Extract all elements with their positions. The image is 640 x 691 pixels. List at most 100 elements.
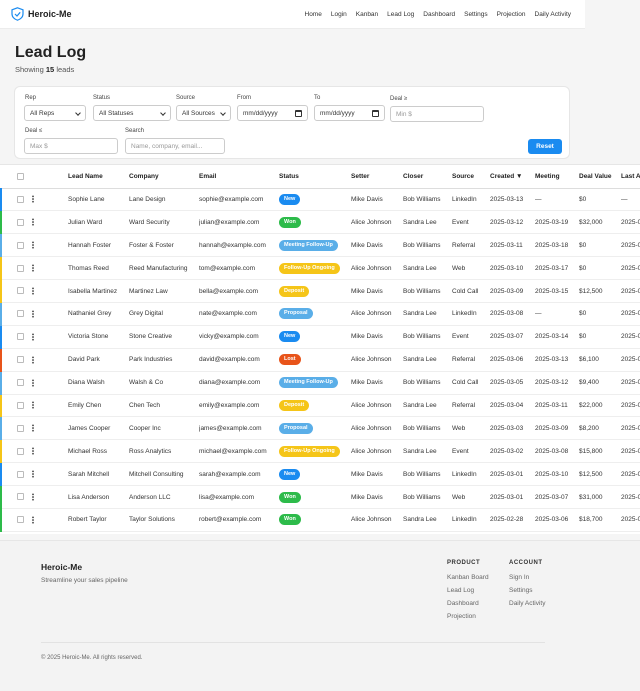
col-closer[interactable]: Closer <box>403 165 452 189</box>
to-date-input[interactable]: mm/dd/yyyy <box>314 105 385 121</box>
nav-projection[interactable]: Projection <box>496 11 526 18</box>
footer-link-dashboard[interactable]: Dashboard <box>447 600 479 607</box>
source-select[interactable]: All Sources <box>176 105 231 121</box>
calendar-icon[interactable] <box>295 110 302 117</box>
nav-login[interactable]: Login <box>330 11 347 18</box>
row-checkbox[interactable] <box>17 470 24 478</box>
select-all-checkbox[interactable] <box>17 172 24 180</box>
nav-kanban[interactable]: Kanban <box>355 11 379 18</box>
more-vertical-icon[interactable] <box>32 287 34 295</box>
nav-dashboard[interactable]: Dashboard <box>423 11 456 18</box>
row-checkbox[interactable] <box>17 264 24 272</box>
more-vertical-icon[interactable] <box>32 470 34 479</box>
row-checkbox[interactable] <box>17 378 24 386</box>
table-row[interactable]: Hannah Foster Foster & Foster hannah@examp… <box>0 233 640 258</box>
search-input[interactable]: Name, company, email... <box>125 138 225 154</box>
row-checkbox[interactable] <box>17 516 24 524</box>
table-row[interactable]: Michael Ross Ross Analytics michael@exampl… <box>0 439 640 464</box>
nav-settings[interactable]: Settings <box>464 11 488 18</box>
table-row[interactable]: David Park Park Industries david@example.c… <box>0 348 640 372</box>
footer-link-settings[interactable]: Settings <box>509 587 533 594</box>
more-vertical-icon[interactable] <box>32 195 34 204</box>
col-source[interactable]: Source <box>452 165 490 189</box>
status-badge[interactable]: Won <box>279 491 301 503</box>
row-checkbox[interactable] <box>17 241 24 249</box>
table-row[interactable]: James Cooper Cooper Inc james@example.com P… <box>0 416 640 441</box>
table-row[interactable]: Sarah Mitchell Mitchell Consulting sarah@e… <box>0 462 640 487</box>
more-vertical-icon[interactable] <box>32 355 34 364</box>
brand-logo[interactable]: Heroic-Me <box>11 7 72 21</box>
table-row[interactable]: Emily Chen Chen Tech emily@example.com Depo… <box>0 394 640 418</box>
status-badge[interactable]: Deposit <box>279 285 310 297</box>
row-checkbox[interactable] <box>17 401 24 409</box>
table-row[interactable]: Isabella Martinez Martinez Law bella@examp… <box>0 279 640 303</box>
row-checkbox[interactable] <box>17 447 24 455</box>
more-vertical-icon[interactable] <box>32 378 34 387</box>
row-checkbox[interactable] <box>17 195 24 203</box>
status-badge[interactable]: Lost <box>279 354 301 366</box>
col-status[interactable]: Status <box>279 165 351 189</box>
row-checkbox[interactable] <box>17 218 24 226</box>
status-badge[interactable]: Won <box>279 514 301 526</box>
status-badge[interactable]: Follow-Up Ongoing <box>279 262 340 274</box>
status-badge[interactable]: New <box>279 331 301 343</box>
more-vertical-icon[interactable] <box>32 401 34 410</box>
calendar-icon[interactable] <box>372 110 379 117</box>
cell-last-activity: 2025-0 <box>621 416 640 441</box>
footer-link-sign-in[interactable]: Sign In <box>509 574 530 581</box>
deal-min-input[interactable]: Min $ <box>390 106 484 122</box>
col-email[interactable]: Email <box>199 165 279 189</box>
row-checkbox[interactable] <box>17 424 24 432</box>
footer-link-kanban-board[interactable]: Kanban Board <box>447 574 489 581</box>
footer-link-lead-log[interactable]: Lead Log <box>447 587 475 594</box>
row-checkbox[interactable] <box>17 333 24 341</box>
status-badge[interactable]: Meeting Follow-Up <box>279 239 338 251</box>
footer-link-projection[interactable]: Projection <box>447 613 476 620</box>
col-lead-name[interactable]: Lead Name <box>68 165 129 189</box>
col-setter[interactable]: Setter <box>351 165 403 189</box>
more-vertical-icon[interactable] <box>32 309 34 318</box>
table-row[interactable]: Diana Walsh Walsh & Co diana@example.com Me… <box>0 371 640 395</box>
table-row[interactable]: Julian Ward Ward Security julian@example.c… <box>0 210 640 235</box>
table-row[interactable]: Thomas Reed Reed Manufacturing tom@example… <box>0 256 640 281</box>
footer-link-daily-activity[interactable]: Daily Activity <box>509 600 546 607</box>
status-badge[interactable]: Follow-Up Ongoing <box>279 445 340 457</box>
more-vertical-icon[interactable] <box>32 493 34 502</box>
nav-home[interactable]: Home <box>304 11 322 18</box>
table-row[interactable]: Sophie Lane Lane Design sophie@example.com… <box>0 188 640 212</box>
more-vertical-icon[interactable] <box>32 424 34 433</box>
col-last-activity[interactable]: Last Ac <box>621 165 640 189</box>
from-date-input[interactable]: mm/dd/yyyy <box>237 105 308 121</box>
status-badge[interactable]: Deposit <box>279 399 310 411</box>
status-badge[interactable]: New <box>279 468 301 480</box>
status-badge[interactable]: New <box>279 193 301 205</box>
row-checkbox[interactable] <box>17 310 24 318</box>
nav-lead-log[interactable]: Lead Log <box>387 11 415 18</box>
col-meeting[interactable]: Meeting <box>535 165 579 189</box>
row-checkbox[interactable] <box>17 493 24 501</box>
more-vertical-icon[interactable] <box>32 515 34 524</box>
col-created[interactable]: Created ▼ <box>490 165 535 189</box>
table-row[interactable]: Nathaniel Grey Grey Digital nate@example.c… <box>0 302 640 326</box>
more-vertical-icon[interactable] <box>32 332 34 341</box>
status-badge[interactable]: Proposal <box>279 308 313 320</box>
more-vertical-icon[interactable] <box>32 241 34 250</box>
status-badge[interactable]: Won <box>279 216 301 228</box>
col-deal-value[interactable]: Deal Value <box>579 165 621 189</box>
row-checkbox[interactable] <box>17 356 24 364</box>
table-row[interactable]: Robert Taylor Taylor Solutions robert@exam… <box>0 508 640 532</box>
nav-daily-activity[interactable]: Daily Activity <box>534 11 571 18</box>
table-row[interactable]: Lisa Anderson Anderson LLC lisa@example.co… <box>0 485 640 509</box>
more-vertical-icon[interactable] <box>32 264 34 273</box>
reset-button[interactable]: Reset <box>528 139 562 154</box>
status-select[interactable]: All Statuses <box>93 105 171 121</box>
status-badge[interactable]: Meeting Follow-Up <box>279 377 338 389</box>
deal-max-input[interactable]: Max $ <box>24 138 118 154</box>
more-vertical-icon[interactable] <box>32 218 34 227</box>
status-badge[interactable]: Proposal <box>279 422 313 434</box>
more-vertical-icon[interactable] <box>32 447 34 456</box>
col-company[interactable]: Company <box>129 165 199 189</box>
row-checkbox[interactable] <box>17 287 24 295</box>
table-row[interactable]: Victoria Stone Stone Creative vicky@exampl… <box>0 325 640 349</box>
rep-select[interactable]: All Reps <box>24 105 86 121</box>
